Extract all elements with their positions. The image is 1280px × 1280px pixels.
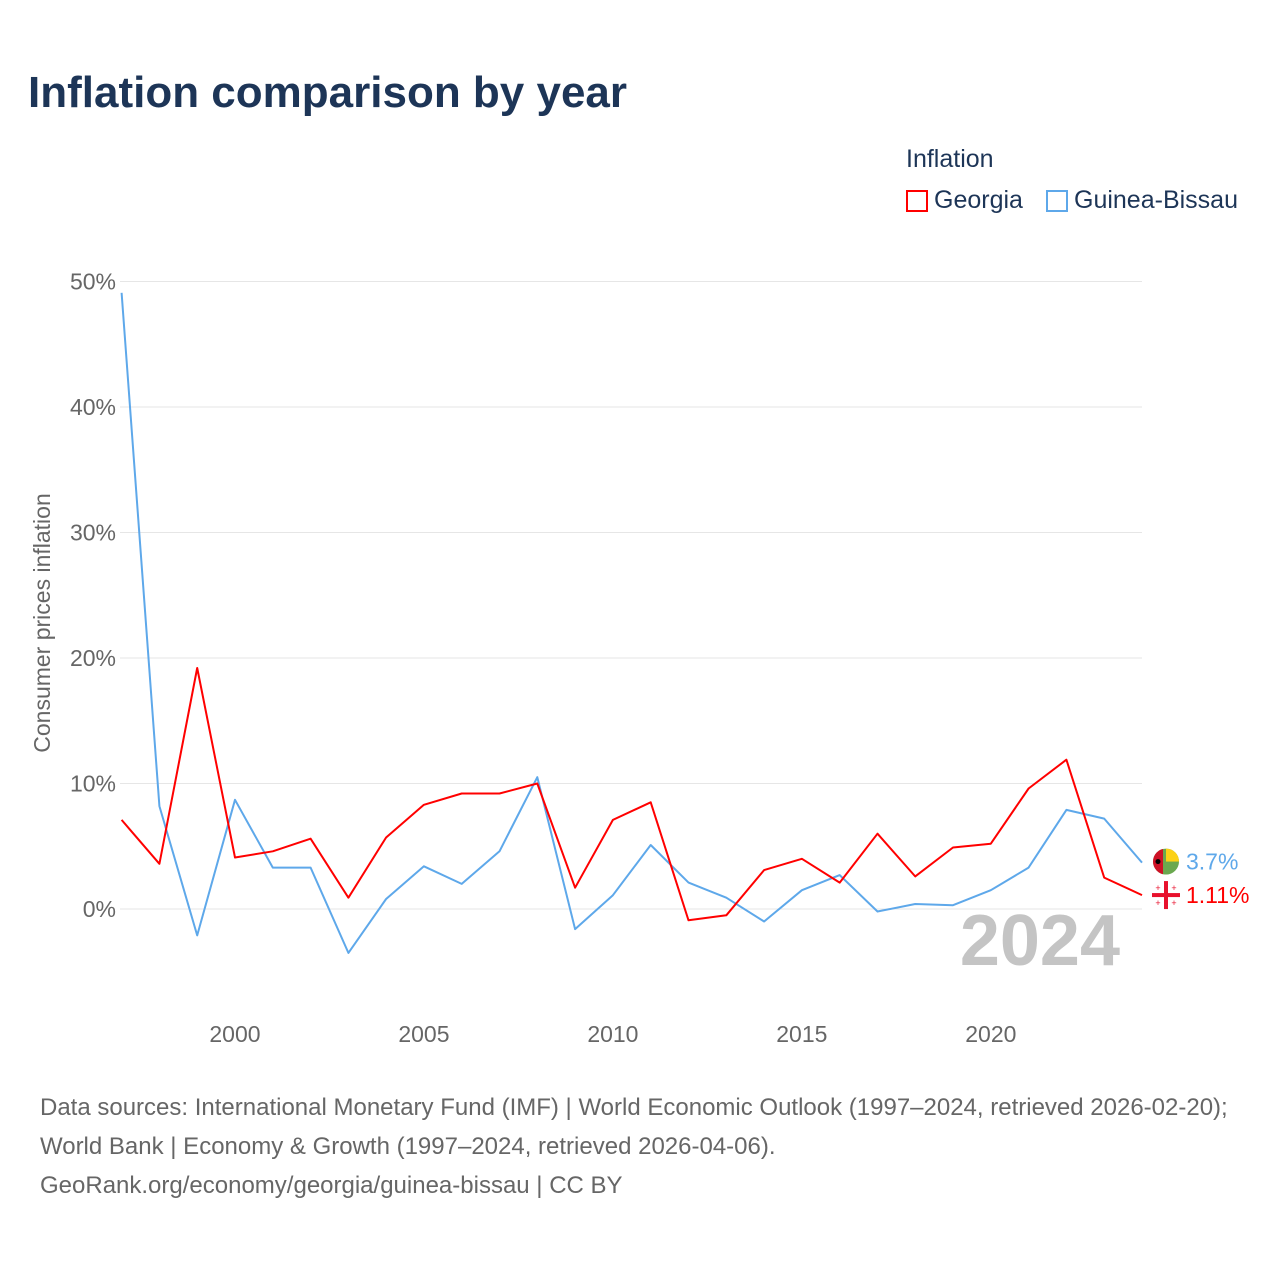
legend-item-georgia[interactable]: Georgia	[906, 186, 1023, 215]
x-tick-label: 2020	[965, 1021, 1016, 1047]
y-tick-label: 20%	[70, 645, 116, 671]
svg-text:+: +	[1171, 883, 1176, 893]
year-watermark: 2024	[960, 901, 1120, 981]
end-label-guinea-bissau: 3.7%	[1186, 849, 1238, 875]
series-line-guinea-bissau	[120, 292, 1143, 954]
x-tick-label: 2000	[209, 1021, 260, 1047]
plot-area: 2024 Consumer prices inflation 0% 10% 20% 3…	[29, 269, 1250, 1048]
legend-label: Guinea-Bissau	[1074, 186, 1238, 214]
chart-title: Inflation comparison by year	[28, 68, 628, 117]
y-tick-label: 30%	[70, 520, 116, 546]
guinea-bissau-flag-icon	[1153, 848, 1179, 875]
legend-label: Georgia	[934, 186, 1023, 214]
footer: Data sources: International Monetary Fun…	[40, 1088, 1250, 1205]
y-tick-label: 10%	[70, 771, 116, 797]
x-tick-label: 2010	[587, 1021, 638, 1047]
source-url[interactable]: GeoRank.org/economy/georgia/guinea-bissa…	[40, 1172, 623, 1199]
y-tick-label: 50%	[70, 269, 116, 295]
svg-text:+: +	[1171, 898, 1176, 908]
y-tick-label: 0%	[83, 896, 116, 922]
svg-text:+: +	[1155, 898, 1160, 908]
y-axis-label: Consumer prices inflation	[29, 493, 55, 753]
end-label-georgia: 1.11%	[1186, 882, 1250, 908]
svg-text:+: +	[1155, 883, 1160, 893]
series-line-georgia	[120, 667, 1143, 922]
y-tick-label: 40%	[70, 394, 116, 420]
legend-swatch-georgia	[906, 189, 928, 212]
georgia-flag-icon: + + + +	[1152, 881, 1180, 910]
x-tick-label: 2005	[398, 1021, 449, 1047]
x-tick-label: 2015	[776, 1021, 827, 1047]
legend-title: Inflation	[906, 145, 994, 173]
legend-swatch-guinea-bissau	[1046, 189, 1068, 212]
legend-item-guinea-bissau[interactable]: Guinea-Bissau	[1046, 186, 1238, 215]
data-sources: Data sources: International Monetary Fun…	[40, 1094, 1228, 1160]
